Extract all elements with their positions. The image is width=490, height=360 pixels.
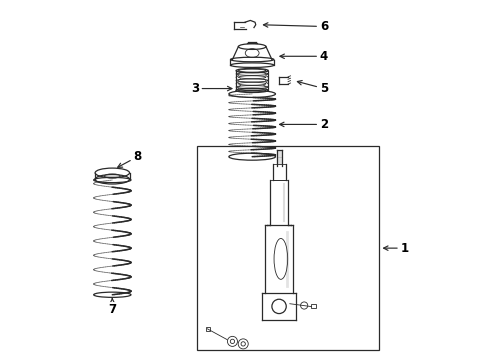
Text: 2: 2 (280, 118, 328, 131)
Bar (205, 327, 210, 331)
Bar (196, 146, 379, 350)
Text: 5: 5 (297, 81, 328, 95)
Bar (311, 304, 316, 308)
Text: 6: 6 (264, 20, 328, 33)
Text: 1: 1 (384, 242, 409, 255)
Text: 8: 8 (118, 150, 142, 167)
Text: 7: 7 (108, 299, 117, 316)
Text: 4: 4 (280, 50, 328, 63)
Text: 3: 3 (191, 82, 232, 95)
